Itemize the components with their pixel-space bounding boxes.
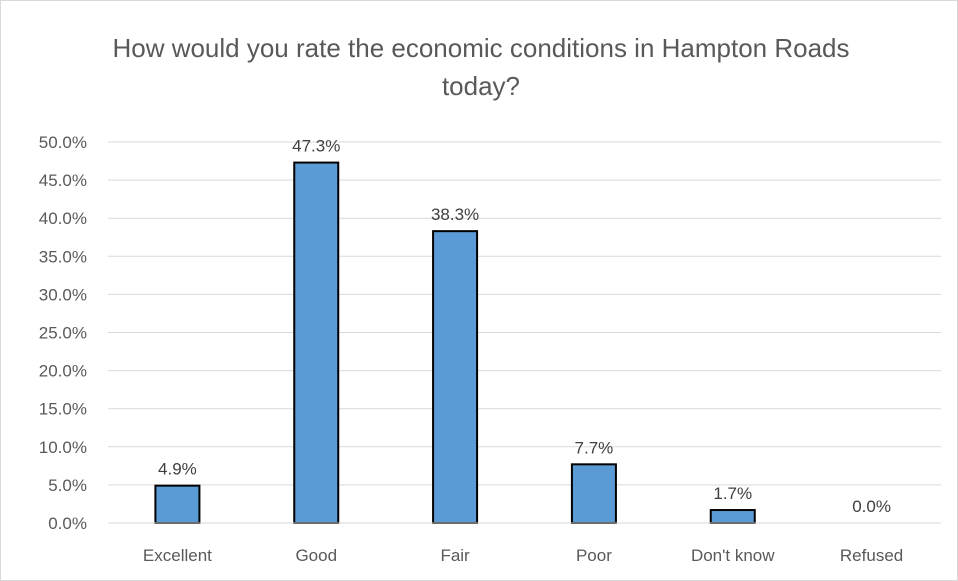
y-tick-label: 30.0% [39,285,87,304]
x-tick-label: Good [295,546,337,565]
chart-title: How would you rate the economic conditio… [112,33,850,101]
bar-fair [432,230,479,525]
data-label: 0.0% [852,497,891,516]
y-tick-label: 20.0% [39,362,87,381]
y-tick-label: 45.0% [39,171,87,190]
y-tick-label: 15.0% [39,400,87,419]
y-tick-label: 35.0% [39,247,87,266]
bar-good [293,161,340,524]
y-tick-label: 40.0% [39,209,87,228]
bar-don-t-know [709,509,756,524]
bar-excellent [154,484,201,524]
data-label: 1.7% [713,484,752,503]
y-tick-label: 0.0% [48,514,87,533]
x-tick-label: Refused [840,546,903,565]
data-label: 47.3% [292,137,340,156]
x-tick-label: Fair [440,546,470,565]
data-label: 38.3% [431,205,479,224]
x-tick-label: Poor [576,546,612,565]
x-axis: Excellent Good Fair Poor Don't know Refused [108,522,941,565]
data-label: 4.9% [158,460,197,479]
y-tick-label: 50.0% [39,133,87,152]
bar-poor [570,463,617,524]
gridlines [108,141,941,486]
data-labels: 4.9% 47.3% 38.3% 7.7% 1.7% 0.0% [158,137,891,516]
y-axis: 0.0% 5.0% 10.0% 15.0% 20.0% 25.0% 30.0% 35.0% 40… [39,133,87,533]
x-tick-label: Don't know [691,546,775,565]
y-tick-label: 5.0% [48,476,87,495]
y-tick-label: 25.0% [39,324,87,343]
data-label: 7.7% [575,438,614,457]
y-tick-label: 10.0% [39,438,87,457]
x-tick-label: Excellent [143,546,212,565]
